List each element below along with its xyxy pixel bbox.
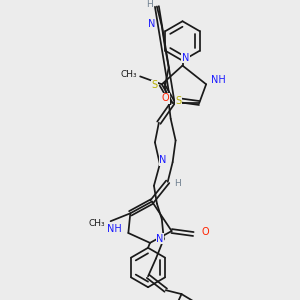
Text: H: H — [174, 179, 181, 188]
Text: S: S — [176, 96, 182, 106]
Text: NH: NH — [211, 75, 225, 85]
Text: N: N — [159, 155, 166, 165]
Text: O: O — [201, 227, 209, 237]
Text: CH₃: CH₃ — [120, 70, 136, 79]
Text: H: H — [146, 0, 152, 9]
Text: O: O — [162, 93, 169, 103]
Text: N: N — [148, 19, 156, 29]
Text: N: N — [156, 234, 164, 244]
Text: S: S — [152, 80, 158, 90]
Text: NH: NH — [107, 224, 122, 234]
Text: CH₃: CH₃ — [88, 219, 105, 228]
Text: N: N — [182, 53, 189, 63]
